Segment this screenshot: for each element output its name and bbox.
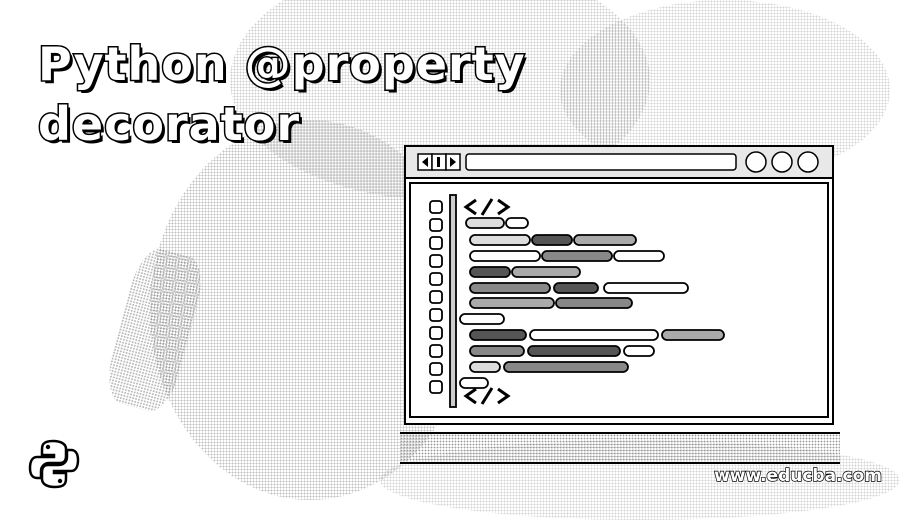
title-line-2: decorator <box>37 96 301 153</box>
address-bar <box>465 153 737 171</box>
code-editor-window-illustration <box>404 145 834 425</box>
page-title: Python @property decorator <box>37 34 527 154</box>
title-line-1: Python @property <box>37 36 527 93</box>
back-arrow-icon <box>422 157 428 167</box>
code-lines <box>459 217 725 389</box>
forward-arrow-icon <box>450 157 456 167</box>
nav-buttons <box>417 153 461 171</box>
window-base-platform <box>400 432 840 464</box>
code-tag-icon <box>463 198 511 405</box>
watermark: www.educba.com <box>713 465 882 486</box>
window-controls <box>745 151 819 173</box>
python-logo-icon <box>28 439 80 489</box>
minimize-circle-icon <box>745 151 767 173</box>
close-circle-icon <box>797 151 819 173</box>
maximize-circle-icon <box>771 151 793 173</box>
line-number-gutter <box>429 200 443 394</box>
